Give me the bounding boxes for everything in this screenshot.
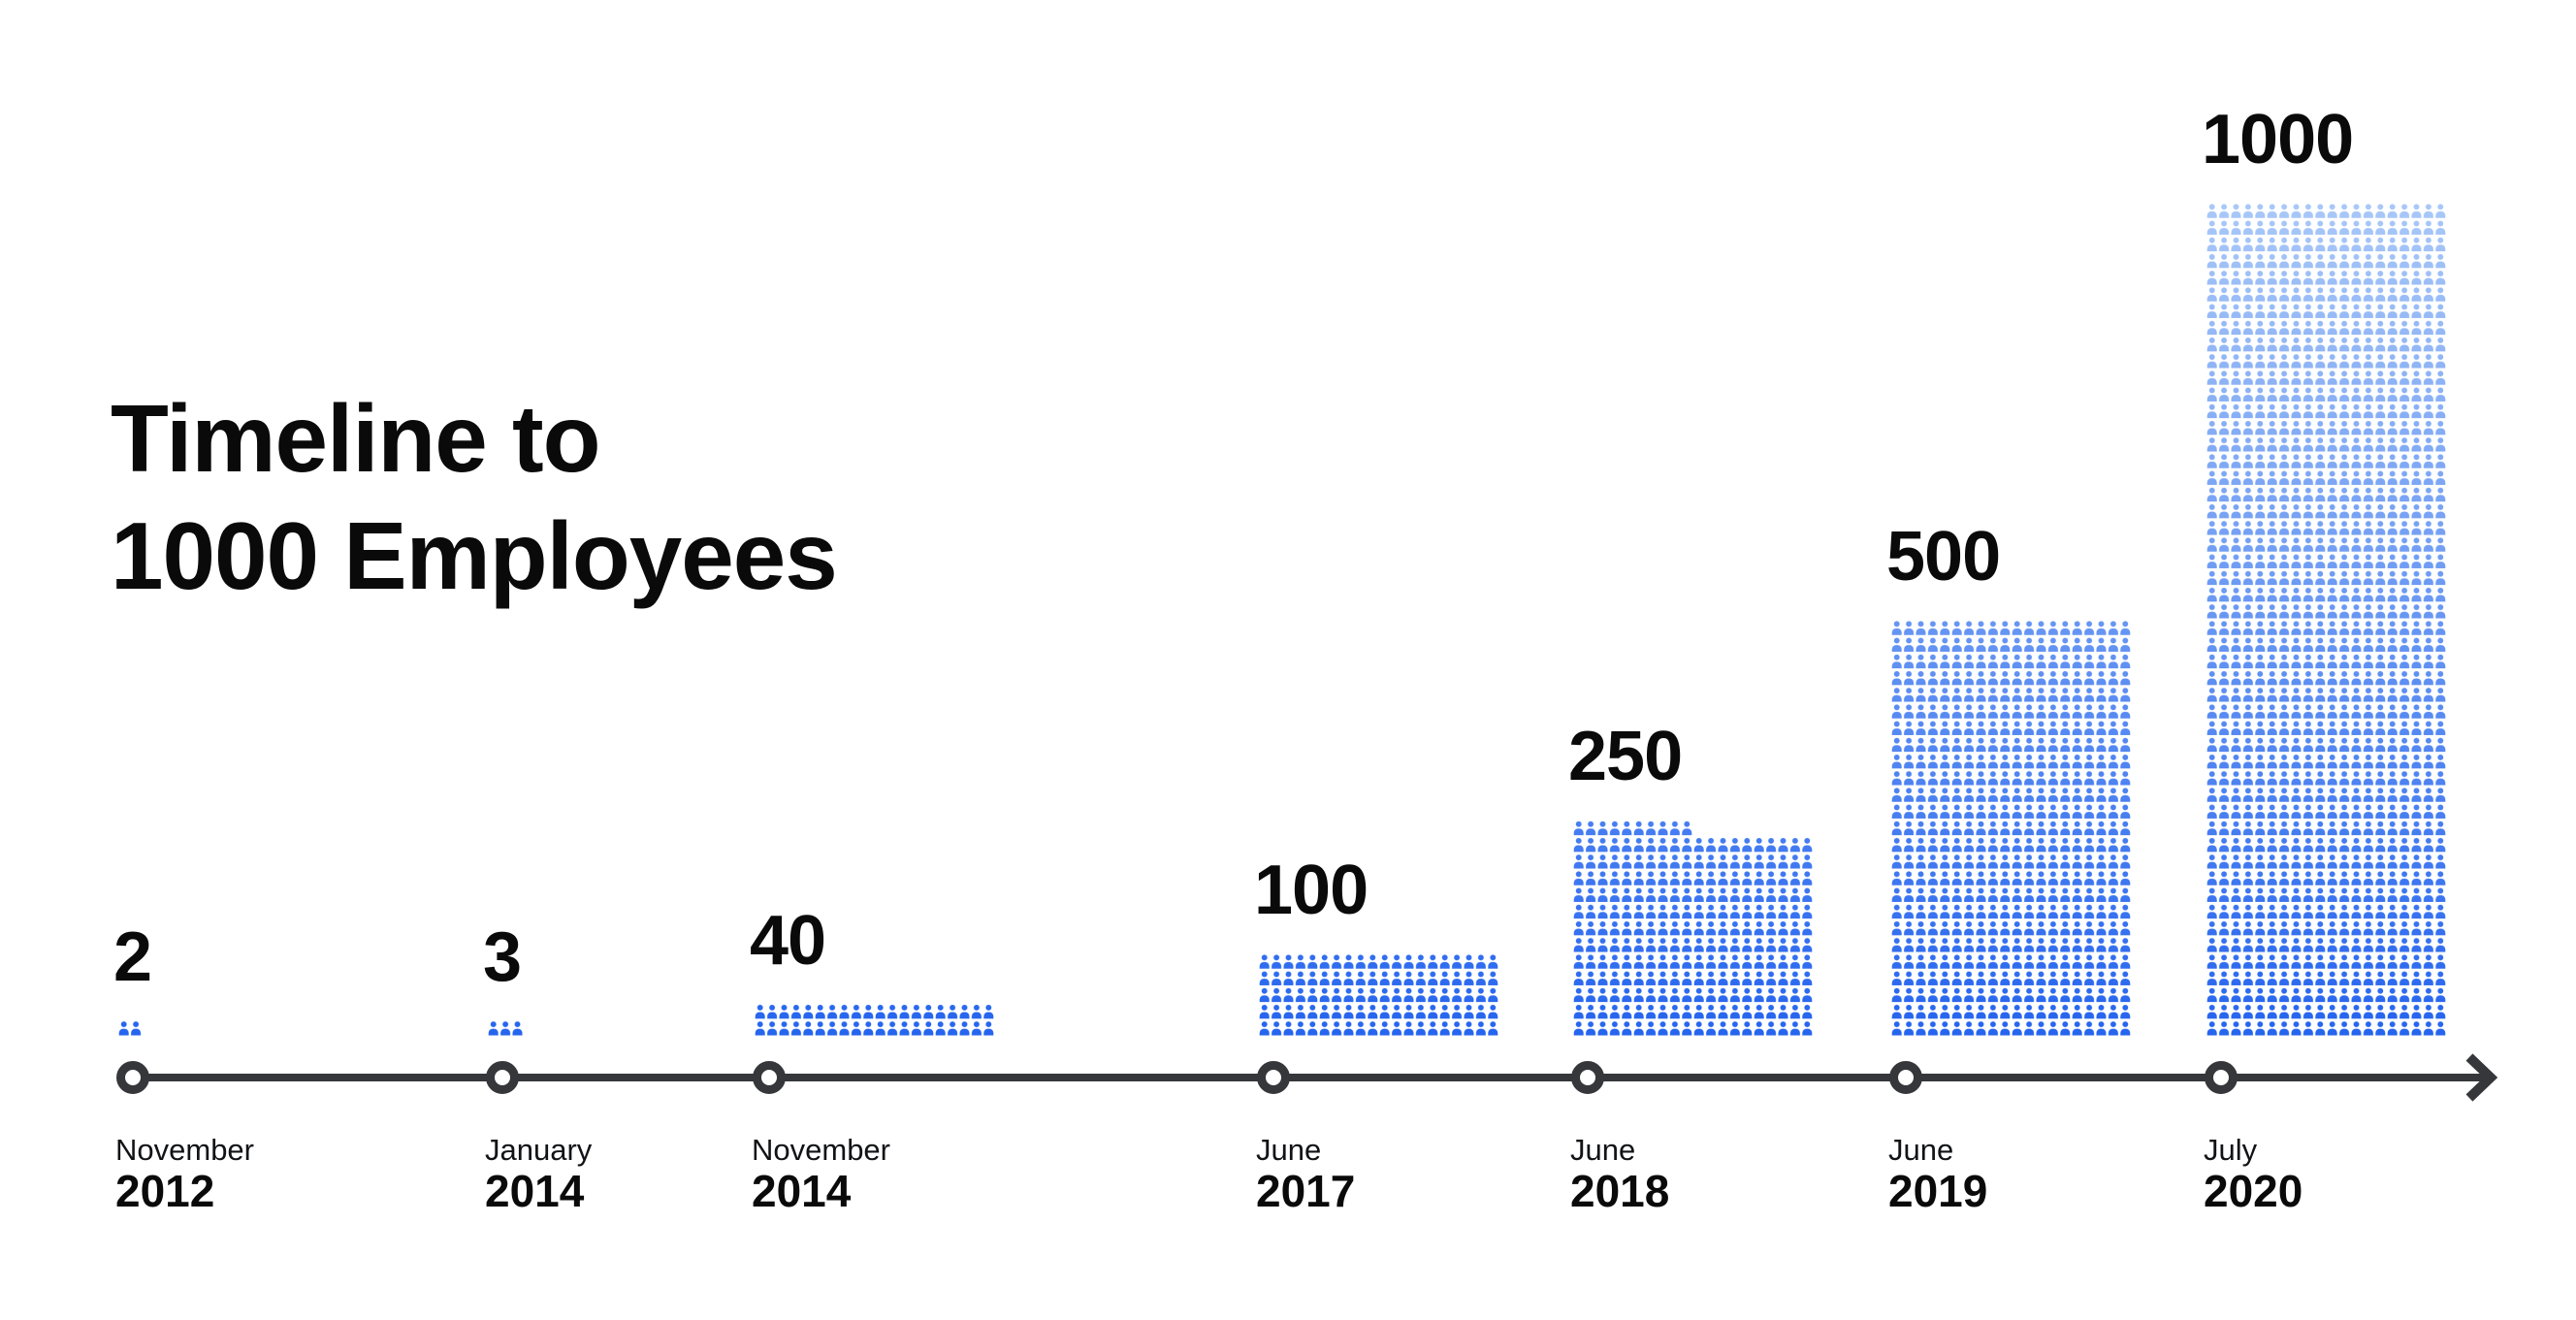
- chart-title-line2: 1000 Employees: [111, 502, 838, 609]
- axis-year-label: 2014: [752, 1166, 852, 1216]
- pictogram-bar: [2206, 204, 2447, 1038]
- arrow-right-icon: [2465, 1053, 2498, 1102]
- pictogram-bar: [1259, 954, 1499, 1038]
- pictogram-bar: [118, 1020, 359, 1038]
- axis-year-label: 2017: [1256, 1166, 1356, 1216]
- axis-month-label: July: [2204, 1133, 2258, 1167]
- timeline-node: [116, 1061, 149, 1094]
- axis-month-label: January: [485, 1133, 593, 1167]
- axis-month-label: November: [115, 1133, 254, 1167]
- value-label: 500: [1886, 518, 2001, 596]
- timeline-node: [1257, 1061, 1290, 1094]
- axis-month-label: June: [1256, 1133, 1322, 1167]
- timeline-node: [2205, 1061, 2238, 1094]
- axis-month-label: June: [1570, 1133, 1636, 1167]
- axis-year-label: 2019: [1888, 1166, 1988, 1216]
- axis-year-label: 2012: [115, 1166, 215, 1216]
- pictogram-bar: [488, 1020, 728, 1038]
- value-label: 2: [113, 918, 152, 996]
- axis-year-label: 2014: [485, 1166, 585, 1216]
- chart-title-line1: Timeline to: [111, 385, 601, 492]
- axis-year-label: 2018: [1570, 1166, 1670, 1216]
- value-label: 40: [750, 901, 826, 980]
- timeline-node: [486, 1061, 519, 1094]
- value-label: 3: [483, 918, 522, 996]
- timeline-node: [1571, 1061, 1604, 1094]
- value-label: 250: [1568, 718, 1683, 796]
- timeline-node: [1889, 1061, 1922, 1094]
- pictogram-bar: [1891, 621, 2132, 1038]
- pictogram-bar: [755, 1004, 995, 1038]
- timeline-axis: [133, 1074, 2485, 1081]
- pictogram-bar: [1573, 821, 1814, 1038]
- value-label: 100: [1254, 852, 1368, 929]
- timeline-node: [753, 1061, 786, 1094]
- axis-year-label: 2020: [2204, 1166, 2303, 1216]
- chart-title: Timeline to 1000 Employees: [111, 380, 838, 615]
- value-label: 1000: [2202, 101, 2354, 178]
- axis-month-label: November: [752, 1133, 890, 1167]
- axis-month-label: June: [1888, 1133, 1954, 1167]
